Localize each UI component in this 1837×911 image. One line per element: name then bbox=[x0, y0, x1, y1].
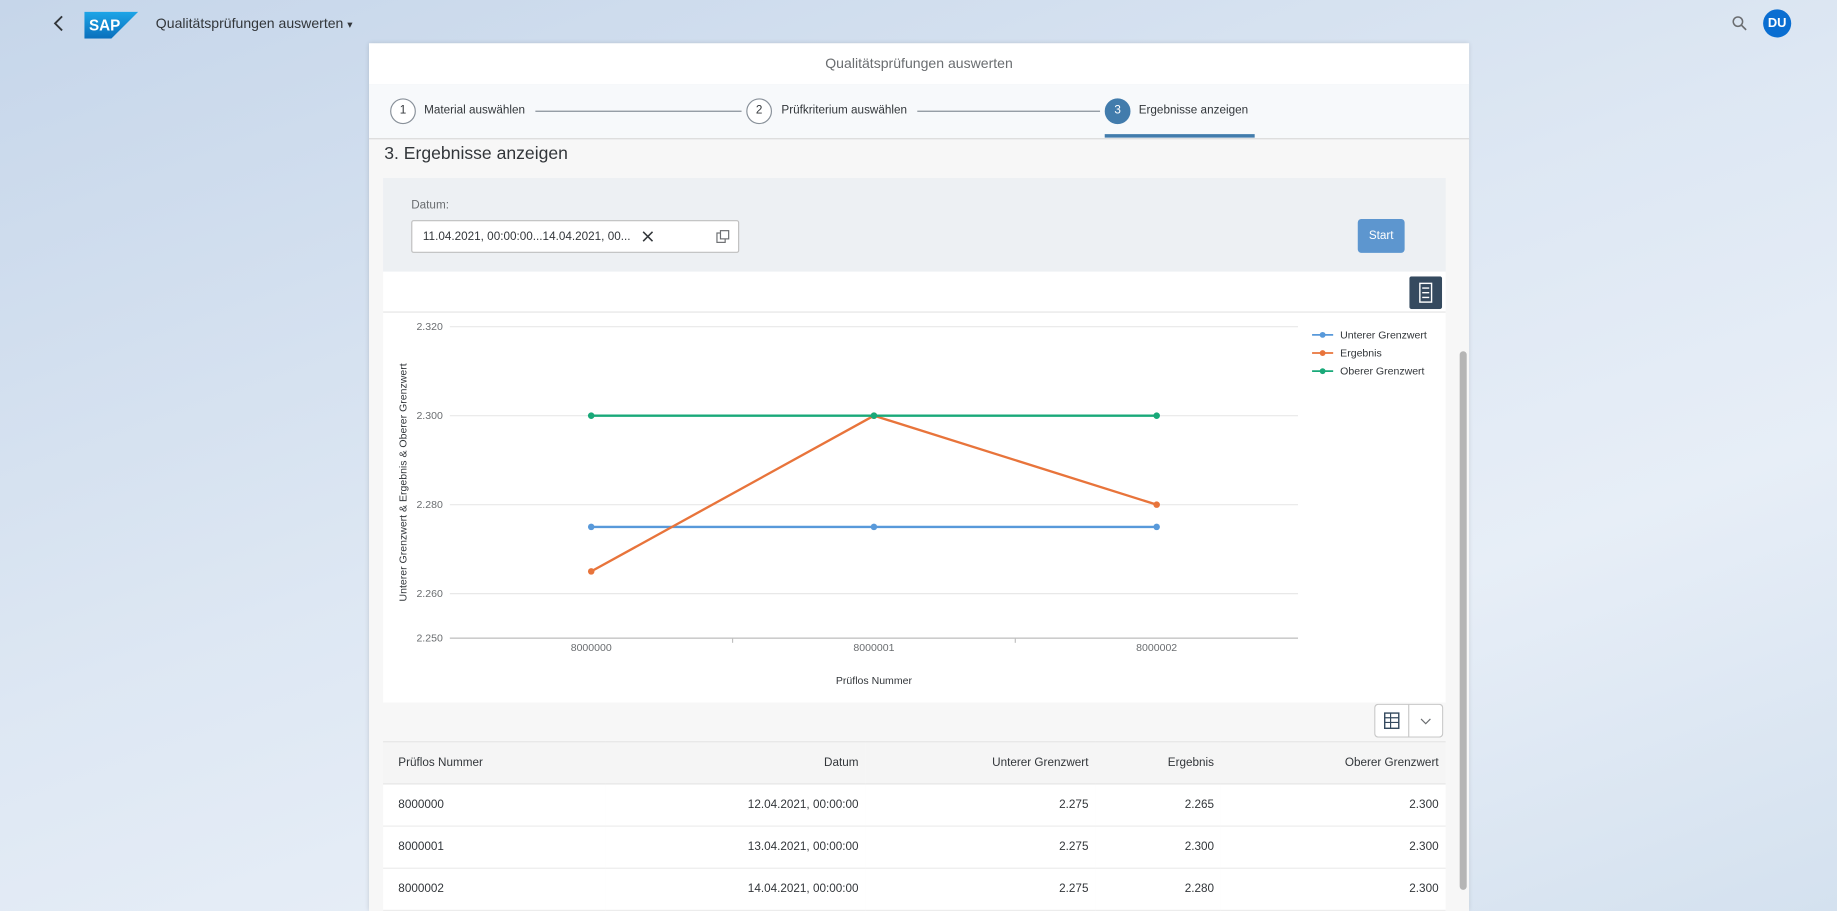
y-tick-label: 2.320 bbox=[416, 321, 443, 333]
header-row: Prüflos Nummer Datum Unterer Grenzwert Erge… bbox=[383, 741, 1446, 785]
data-point bbox=[587, 412, 595, 419]
table-cell: 8000002 bbox=[383, 868, 606, 911]
table-cell: 2.300 bbox=[1221, 826, 1446, 869]
search-icon[interactable] bbox=[1731, 15, 1747, 31]
legend-marker bbox=[1319, 331, 1326, 338]
data-point bbox=[587, 568, 595, 575]
legend-label: Unterer Grenzwert bbox=[1340, 329, 1427, 341]
table-cell: 2.275 bbox=[865, 826, 1096, 869]
table-cell: 14.04.2021, 00:00:00 bbox=[605, 868, 866, 911]
step-number[interactable]: 1 bbox=[390, 98, 416, 125]
data-point bbox=[1153, 523, 1160, 531]
chart-container bbox=[383, 271, 1446, 703]
column-header[interactable]: Ergebnis bbox=[1095, 741, 1222, 785]
results-table: Prüflos Nummer Datum Unterer Grenzwert Erge… bbox=[383, 741, 1446, 911]
back-button[interactable] bbox=[52, 14, 68, 33]
y-tick-label: 2.260 bbox=[416, 588, 443, 600]
table-cell: 13.04.2021, 00:00:00 bbox=[605, 826, 866, 869]
legend-marker bbox=[1319, 350, 1326, 356]
app-title[interactable]: Qualitätsprüfungen auswerten ▾ bbox=[155, 15, 353, 32]
step-label[interactable]: Ergebnisse anzeigen bbox=[1138, 104, 1249, 118]
column-header[interactable]: Prüflos Nummer bbox=[383, 741, 606, 785]
x-axis-title: Prüflos Nummer bbox=[836, 675, 913, 687]
table-row[interactable]: 8000000 12.04.2021, 00:00:00 2.275 2.265 2.3… bbox=[383, 783, 1446, 827]
export-button[interactable] bbox=[1374, 703, 1444, 738]
table-cell: 2.300 bbox=[1221, 783, 1446, 827]
toggle-view-button[interactable] bbox=[1409, 276, 1443, 310]
avatar[interactable]: DU bbox=[1763, 9, 1792, 38]
table-cell: 12.04.2021, 00:00:00 bbox=[605, 783, 866, 827]
series-line bbox=[590, 414, 1158, 573]
sap-logo[interactable]: SAP bbox=[84, 11, 139, 39]
wizard: 1 Material auswählen 2 Prüfkriterium aus… bbox=[369, 84, 1470, 140]
y-tick-label: 2.300 bbox=[416, 410, 443, 422]
table-row[interactable]: 8000001 13.04.2021, 00:00:00 2.275 2.300 2.3… bbox=[383, 826, 1446, 869]
step-number[interactable]: 3 bbox=[1104, 98, 1131, 125]
x-tick-label: 8000001 bbox=[853, 642, 894, 654]
table-cell: 8000001 bbox=[383, 826, 606, 869]
table-cell: 2.265 bbox=[1095, 783, 1222, 827]
data-point bbox=[587, 523, 595, 531]
table-cell: 8000000 bbox=[383, 783, 606, 827]
table-cell: 2.275 bbox=[865, 783, 1096, 827]
wizard-lines bbox=[535, 110, 1255, 138]
panel-title: Qualitätsprüfungen auswerten bbox=[369, 43, 1470, 86]
date-input[interactable]: 11.04.2021, 00:00:00...14.04.2021, 00... bbox=[411, 220, 740, 253]
table-row[interactable]: 8000002 14.04.2021, 00:00:00 2.275 2.280 2.3… bbox=[383, 868, 1446, 911]
section-title: 3. Ergebnisse anzeigen bbox=[384, 144, 568, 164]
x-tick-label: 8000000 bbox=[571, 642, 612, 654]
y-axis-title: Unterer Grenzwert & Ergebnis & Oberer Gr… bbox=[398, 363, 410, 601]
data-point bbox=[870, 412, 878, 419]
data-point bbox=[1153, 412, 1160, 419]
x-tick-label: 8000002 bbox=[1136, 642, 1177, 654]
legend-marker bbox=[1319, 368, 1326, 375]
step-label[interactable]: Prüfkriterium auswählen bbox=[781, 104, 908, 118]
filter-label: Datum: bbox=[411, 199, 449, 212]
table-body: 8000000 12.04.2021, 00:00:00 2.275 2.265 2.3… bbox=[383, 783, 1446, 911]
table-cell: 2.280 bbox=[1095, 868, 1222, 911]
table-cell: 2.275 bbox=[865, 868, 1096, 911]
y-tick-label: 2.280 bbox=[416, 499, 443, 511]
column-header[interactable]: Unterer Grenzwert bbox=[865, 741, 1096, 785]
logo-text: SAP bbox=[89, 17, 120, 34]
app-title-text: Qualitätsprüfungen auswerten bbox=[155, 15, 344, 32]
scrollbar[interactable] bbox=[1459, 351, 1467, 890]
line-chart: 2.250 2.260 2.280 2.300 2.320 8000000 8000001 8… bbox=[398, 321, 1427, 687]
clear-icon[interactable] bbox=[642, 231, 654, 243]
column-header[interactable]: Oberer Grenzwert bbox=[1221, 741, 1446, 785]
separator bbox=[383, 311, 1446, 313]
value-help-icon[interactable] bbox=[716, 229, 730, 243]
legend-label: Oberer Grenzwert bbox=[1340, 366, 1424, 378]
y-tick-label: 2.250 bbox=[416, 633, 443, 645]
data-point bbox=[1153, 501, 1160, 508]
column-header[interactable]: Datum bbox=[605, 741, 866, 785]
legend-label: Ergebnis bbox=[1340, 348, 1382, 360]
data-point bbox=[870, 523, 878, 531]
start-button[interactable]: Start bbox=[1357, 218, 1405, 253]
table-cell: 2.300 bbox=[1221, 868, 1446, 911]
step-label[interactable]: Material auswählen bbox=[424, 104, 526, 118]
step-number[interactable]: 2 bbox=[746, 98, 773, 125]
table-cell: 2.300 bbox=[1095, 826, 1222, 869]
date-value: 11.04.2021, 00:00:00...14.04.2021, 00... bbox=[422, 230, 631, 244]
